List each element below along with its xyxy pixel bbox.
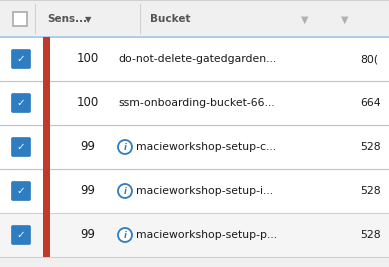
- Text: i: i: [124, 143, 126, 152]
- Bar: [43, 213, 50, 257]
- Text: 528: 528: [360, 186, 380, 196]
- FancyBboxPatch shape: [13, 11, 27, 26]
- Text: ✓: ✓: [17, 230, 25, 240]
- Text: i: i: [124, 231, 126, 240]
- Bar: [0, 169, 389, 213]
- Text: ✓: ✓: [17, 54, 25, 64]
- Text: do-not-delete-gatedgarden...: do-not-delete-gatedgarden...: [118, 54, 276, 64]
- Text: 80(: 80(: [360, 54, 378, 64]
- Text: ✓: ✓: [17, 98, 25, 108]
- Text: 99: 99: [81, 184, 96, 198]
- Text: ✓: ✓: [17, 186, 25, 196]
- Bar: [43, 81, 50, 125]
- Text: 99: 99: [81, 140, 96, 154]
- Text: macieworkshop-setup-c...: macieworkshop-setup-c...: [136, 142, 276, 152]
- Text: 100: 100: [77, 96, 99, 109]
- Circle shape: [118, 228, 132, 242]
- Bar: [0, 0, 389, 37]
- Text: ▼: ▼: [85, 15, 91, 24]
- Text: 528: 528: [360, 230, 380, 240]
- Text: 99: 99: [81, 229, 96, 241]
- FancyBboxPatch shape: [12, 93, 30, 112]
- Text: ▼: ▼: [301, 14, 309, 25]
- Text: Bucket: Bucket: [150, 14, 191, 23]
- Circle shape: [118, 140, 132, 154]
- Text: 528: 528: [360, 142, 380, 152]
- FancyBboxPatch shape: [12, 138, 30, 156]
- Bar: [43, 169, 50, 213]
- Text: macieworkshop-setup-i...: macieworkshop-setup-i...: [136, 186, 273, 196]
- Bar: [0, 37, 389, 81]
- Text: ✓: ✓: [17, 142, 25, 152]
- Text: ssm-onboarding-bucket-66...: ssm-onboarding-bucket-66...: [118, 98, 275, 108]
- Bar: [43, 125, 50, 169]
- Text: Sens...: Sens...: [47, 14, 87, 23]
- Text: ▼: ▼: [341, 14, 349, 25]
- Bar: [0, 125, 389, 169]
- Bar: [0, 213, 389, 257]
- Bar: [0, 81, 389, 125]
- FancyBboxPatch shape: [12, 226, 30, 245]
- Text: i: i: [124, 187, 126, 196]
- Text: 664: 664: [360, 98, 380, 108]
- Circle shape: [118, 184, 132, 198]
- FancyBboxPatch shape: [12, 182, 30, 201]
- Text: macieworkshop-setup-p...: macieworkshop-setup-p...: [136, 230, 277, 240]
- Bar: [43, 37, 50, 81]
- Text: 100: 100: [77, 53, 99, 65]
- FancyBboxPatch shape: [12, 49, 30, 69]
